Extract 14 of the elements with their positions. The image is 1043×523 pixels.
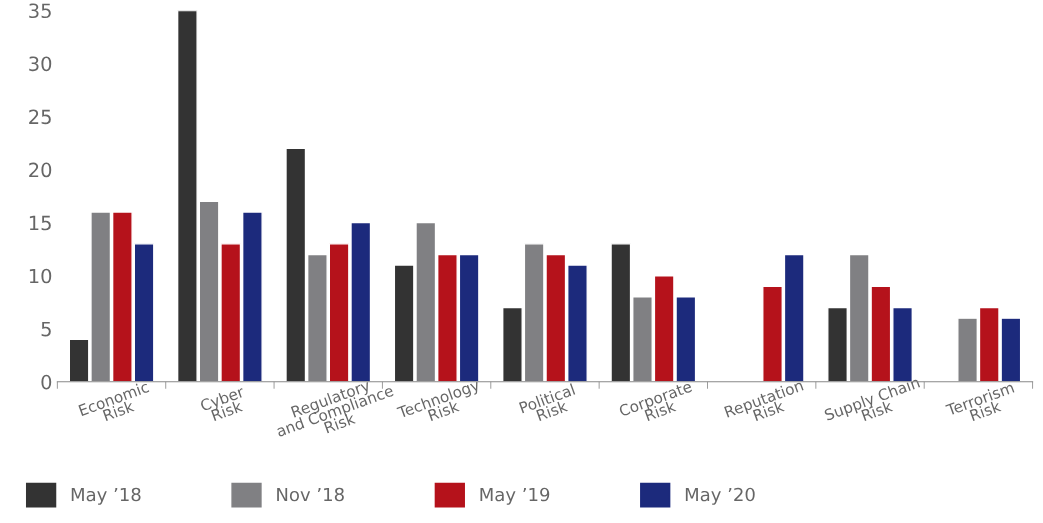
y-tick-label: 20 <box>29 162 52 178</box>
legend-label: May ’20 <box>685 487 755 505</box>
legend-label: Nov ’18 <box>277 487 344 502</box>
y-tick-label: 5 <box>41 321 51 337</box>
y-tick-label: 0 <box>41 374 52 390</box>
y-tick-label: 35 <box>29 3 51 19</box>
y-tick-label: 15 <box>29 215 51 231</box>
y-tick-label: 30 <box>29 56 52 72</box>
y-tick-label: 10 <box>29 268 52 284</box>
x-tick-label: Cyber Risk <box>199 385 247 422</box>
y-tick-label: 25 <box>29 109 51 125</box>
legend-label: May ’18 <box>71 487 141 505</box>
x-tick-label: Supply Chain Risk <box>823 376 922 424</box>
legend-label: May ’19 <box>480 487 550 505</box>
